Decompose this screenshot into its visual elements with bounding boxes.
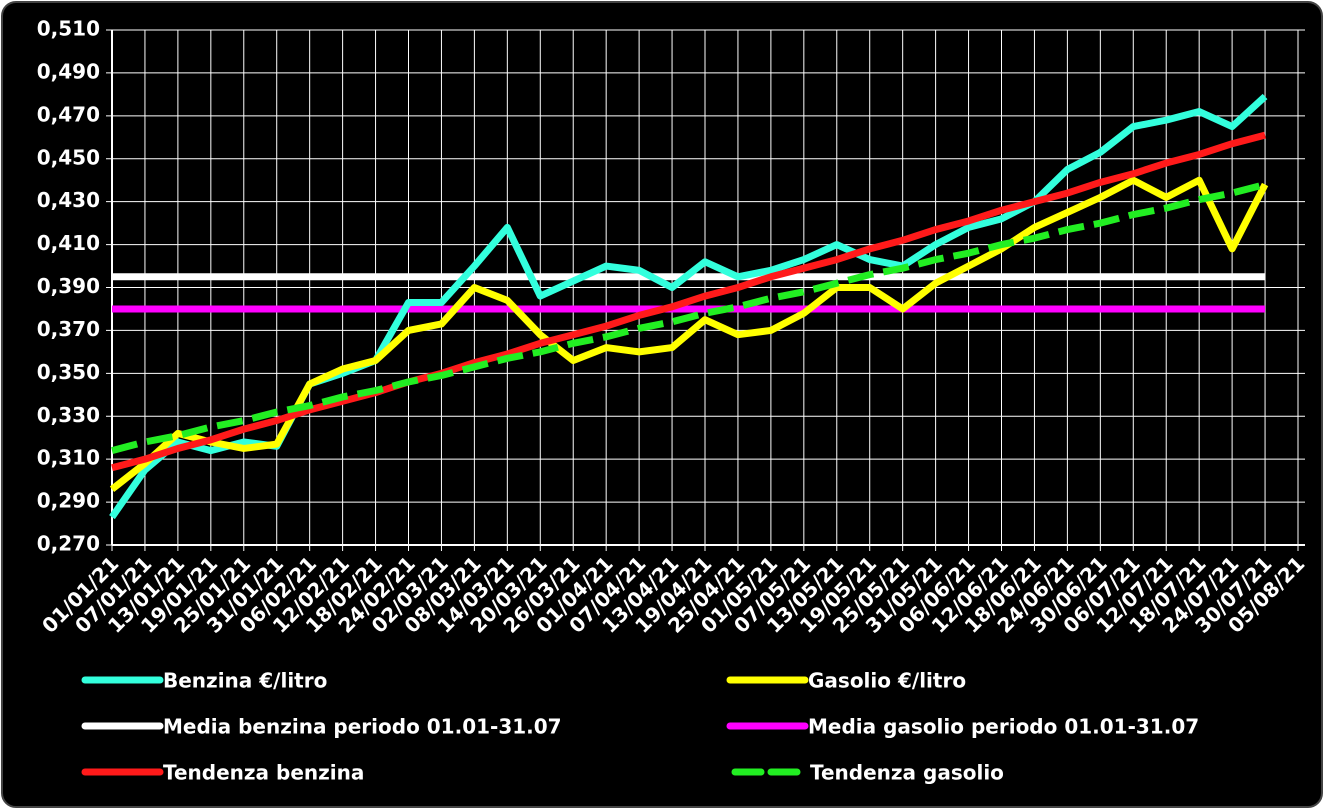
y-tick-label: 0,430 [37, 188, 100, 212]
y-tick-label: 0,350 [37, 360, 100, 384]
y-tick-label: 0,270 [37, 532, 100, 556]
y-tick-label: 0,370 [37, 317, 100, 341]
y-tick-label: 0,290 [37, 489, 100, 513]
legend-label: Gasolio €/litro [808, 669, 966, 693]
y-tick-label: 0,310 [37, 446, 100, 470]
y-tick-label: 0,330 [37, 403, 100, 427]
legend-label: Tendenza benzina [163, 761, 364, 785]
legend-label: Media benzina periodo 01.01-31.07 [163, 715, 562, 739]
legend-label: Tendenza gasolio [810, 761, 1004, 785]
series-line [111, 131, 1266, 472]
y-tick-label: 0,510 [37, 17, 100, 41]
series-line [111, 181, 1266, 454]
y-tick-label: 0,450 [37, 145, 100, 169]
series-line [109, 176, 1269, 492]
y-tick-label: 0,490 [37, 59, 100, 83]
legend-label: Media gasolio periodo 01.01-31.07 [808, 715, 1199, 739]
legend-label: Benzina €/litro [163, 669, 327, 693]
y-tick-label: 0,390 [37, 274, 100, 298]
y-tick-label: 0,470 [37, 102, 100, 126]
y-tick-label: 0,410 [37, 231, 100, 255]
